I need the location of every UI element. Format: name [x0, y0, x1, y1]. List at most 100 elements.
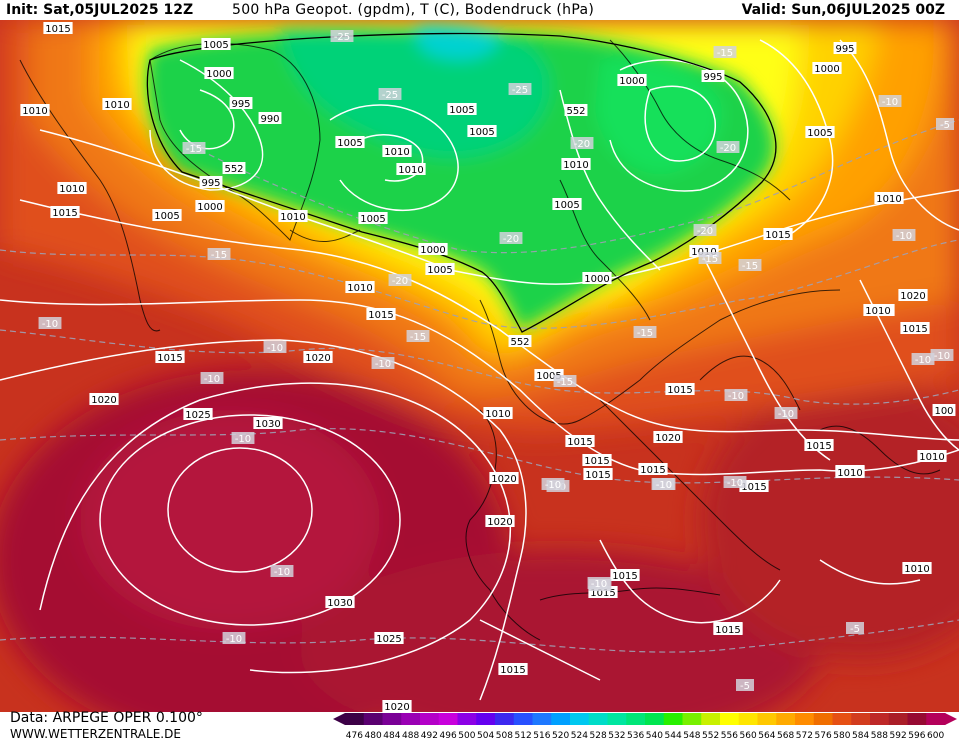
scale-swatch: [345, 713, 365, 725]
isotherm-label: -20: [503, 234, 519, 245]
data-source-label: Data: ARPEGE OPER 0.100°: [10, 710, 203, 726]
isobar-label: 1005: [449, 105, 474, 116]
isotherm-label: -10: [915, 355, 931, 366]
scale-value: 556: [721, 731, 738, 741]
scale-value: 592: [890, 731, 907, 741]
scale-swatch: [607, 713, 627, 725]
isotherm-label-bg: [936, 118, 954, 130]
isotherm-label-bg: [723, 476, 747, 488]
isotherm-label: -15: [410, 332, 426, 343]
isotherm-label-bg: [330, 30, 354, 42]
scale-swatch: [663, 713, 683, 725]
isotherm-label-bg: [231, 432, 255, 444]
isobar-label-bg: [552, 198, 582, 210]
geopotential-label-bg: [508, 335, 532, 347]
isotherm-label: -10: [728, 391, 744, 402]
init-time: Init: Sat,05JUL2025 12Z: [6, 2, 194, 18]
isotherm-label-bg: [508, 83, 532, 95]
map-footer: Data: ARPEGE OPER 0.100° WWW.WETTERZENTR…: [0, 710, 959, 741]
scale-swatch: [813, 713, 833, 725]
isobar-label-bg: [833, 42, 857, 54]
isotherm-label: -10: [591, 579, 607, 590]
isobar-label: 1015: [765, 230, 790, 241]
isobar-label: 1000: [619, 76, 644, 87]
isobar-label: 1005: [469, 127, 494, 138]
isobar-label-bg: [713, 623, 743, 635]
isotherm-label: -15: [717, 48, 733, 59]
isobar-label-bg: [932, 404, 956, 416]
isobar-label: 1015: [640, 465, 665, 476]
isobar-label-bg: [204, 67, 234, 79]
scale-value: 496: [440, 731, 457, 741]
scale-swatch: [476, 713, 496, 725]
isobar-label-bg: [258, 112, 282, 124]
isotherm-label-bg: [406, 330, 430, 342]
isobar-label: 995: [231, 99, 250, 110]
scale-value: 528: [590, 731, 607, 741]
isobar-label: 1015: [612, 571, 637, 582]
scale-swatch: [570, 713, 590, 725]
isotherm-label: -20: [392, 276, 408, 287]
scale-swatch: [757, 713, 777, 725]
isotherm-label: -10: [727, 478, 743, 489]
isotherm-label: -10: [226, 634, 242, 645]
scale-value: 488: [402, 731, 419, 741]
isobar-label: 1000: [206, 69, 231, 80]
scale-value: 484: [383, 731, 400, 741]
isotherm-label: -10: [882, 97, 898, 108]
isotherm-label: -15: [742, 261, 758, 272]
scale-value: 520: [552, 731, 569, 741]
scale-swatch: [701, 713, 721, 725]
isotherm-label-bg: [698, 252, 722, 264]
scale-value: 580: [833, 731, 850, 741]
isotherm-label: -25: [512, 85, 528, 96]
valid-time: Valid: Sun,06JUL2025 00Z: [741, 2, 945, 18]
website-label: WWW.WETTERZENTRALE.DE: [10, 727, 181, 741]
scale-swatch: [363, 713, 383, 725]
geopotential-labels: 552 552 552: [222, 104, 588, 348]
scale-swatch: [457, 713, 477, 725]
isotherm-label-bg: [652, 478, 676, 490]
isotherm-label-bg: [38, 317, 62, 329]
isobar-label-bg: [805, 126, 835, 138]
isobar-label: 1015: [567, 437, 592, 448]
isobar-label-bg: [489, 472, 519, 484]
isobar-label-bg: [102, 98, 132, 110]
isobar-label-bg: [57, 182, 87, 194]
isobar-label: 1020: [91, 395, 116, 406]
isobar-label-bg: [583, 468, 613, 480]
scale-swatch: [588, 713, 608, 725]
geopotential-label-bg: [222, 162, 246, 174]
isobar-label-bg: [374, 632, 404, 644]
isobar-label-bg: [653, 431, 683, 443]
isobar-label-bg: [863, 304, 893, 316]
isotherm-label: -20: [720, 143, 736, 154]
isobar-label: 1020: [305, 353, 330, 364]
isobar-label-bg: [253, 417, 283, 429]
isobar-label-bg: [835, 466, 865, 478]
isobar-label: 1015: [667, 385, 692, 396]
scale-swatch: [795, 713, 815, 725]
isobar-label-bg: [665, 383, 695, 395]
isobar-label: 1015: [500, 665, 525, 676]
geopotential-label: 552: [510, 337, 529, 348]
scale-swatch: [888, 713, 908, 725]
isobar-label: 1015: [52, 208, 77, 219]
isotherm-label-bg: [716, 141, 740, 153]
isobar-label-bg: [902, 562, 932, 574]
color-scale-legend: 476 480 484 488 492 496 500 504 508 512 516 520 524 5…: [333, 713, 957, 741]
scale-value: 568: [777, 731, 794, 741]
scale-swatch: [532, 713, 552, 725]
isotherm-label-bg: [713, 46, 737, 58]
isotherm-label: -10: [934, 351, 950, 362]
scale-value: 524: [571, 731, 588, 741]
scale-value: 476: [346, 731, 363, 741]
geopotential-label: 552: [224, 164, 243, 175]
isobar-label: 1005: [203, 40, 228, 51]
scale-value: 596: [908, 731, 925, 741]
isobar-label: 1015: [157, 353, 182, 364]
isobar-label-bg: [485, 515, 515, 527]
scale-swatch: [438, 713, 458, 725]
isobar-label: 1000: [814, 64, 839, 75]
isobar-label-bg: [763, 228, 793, 240]
